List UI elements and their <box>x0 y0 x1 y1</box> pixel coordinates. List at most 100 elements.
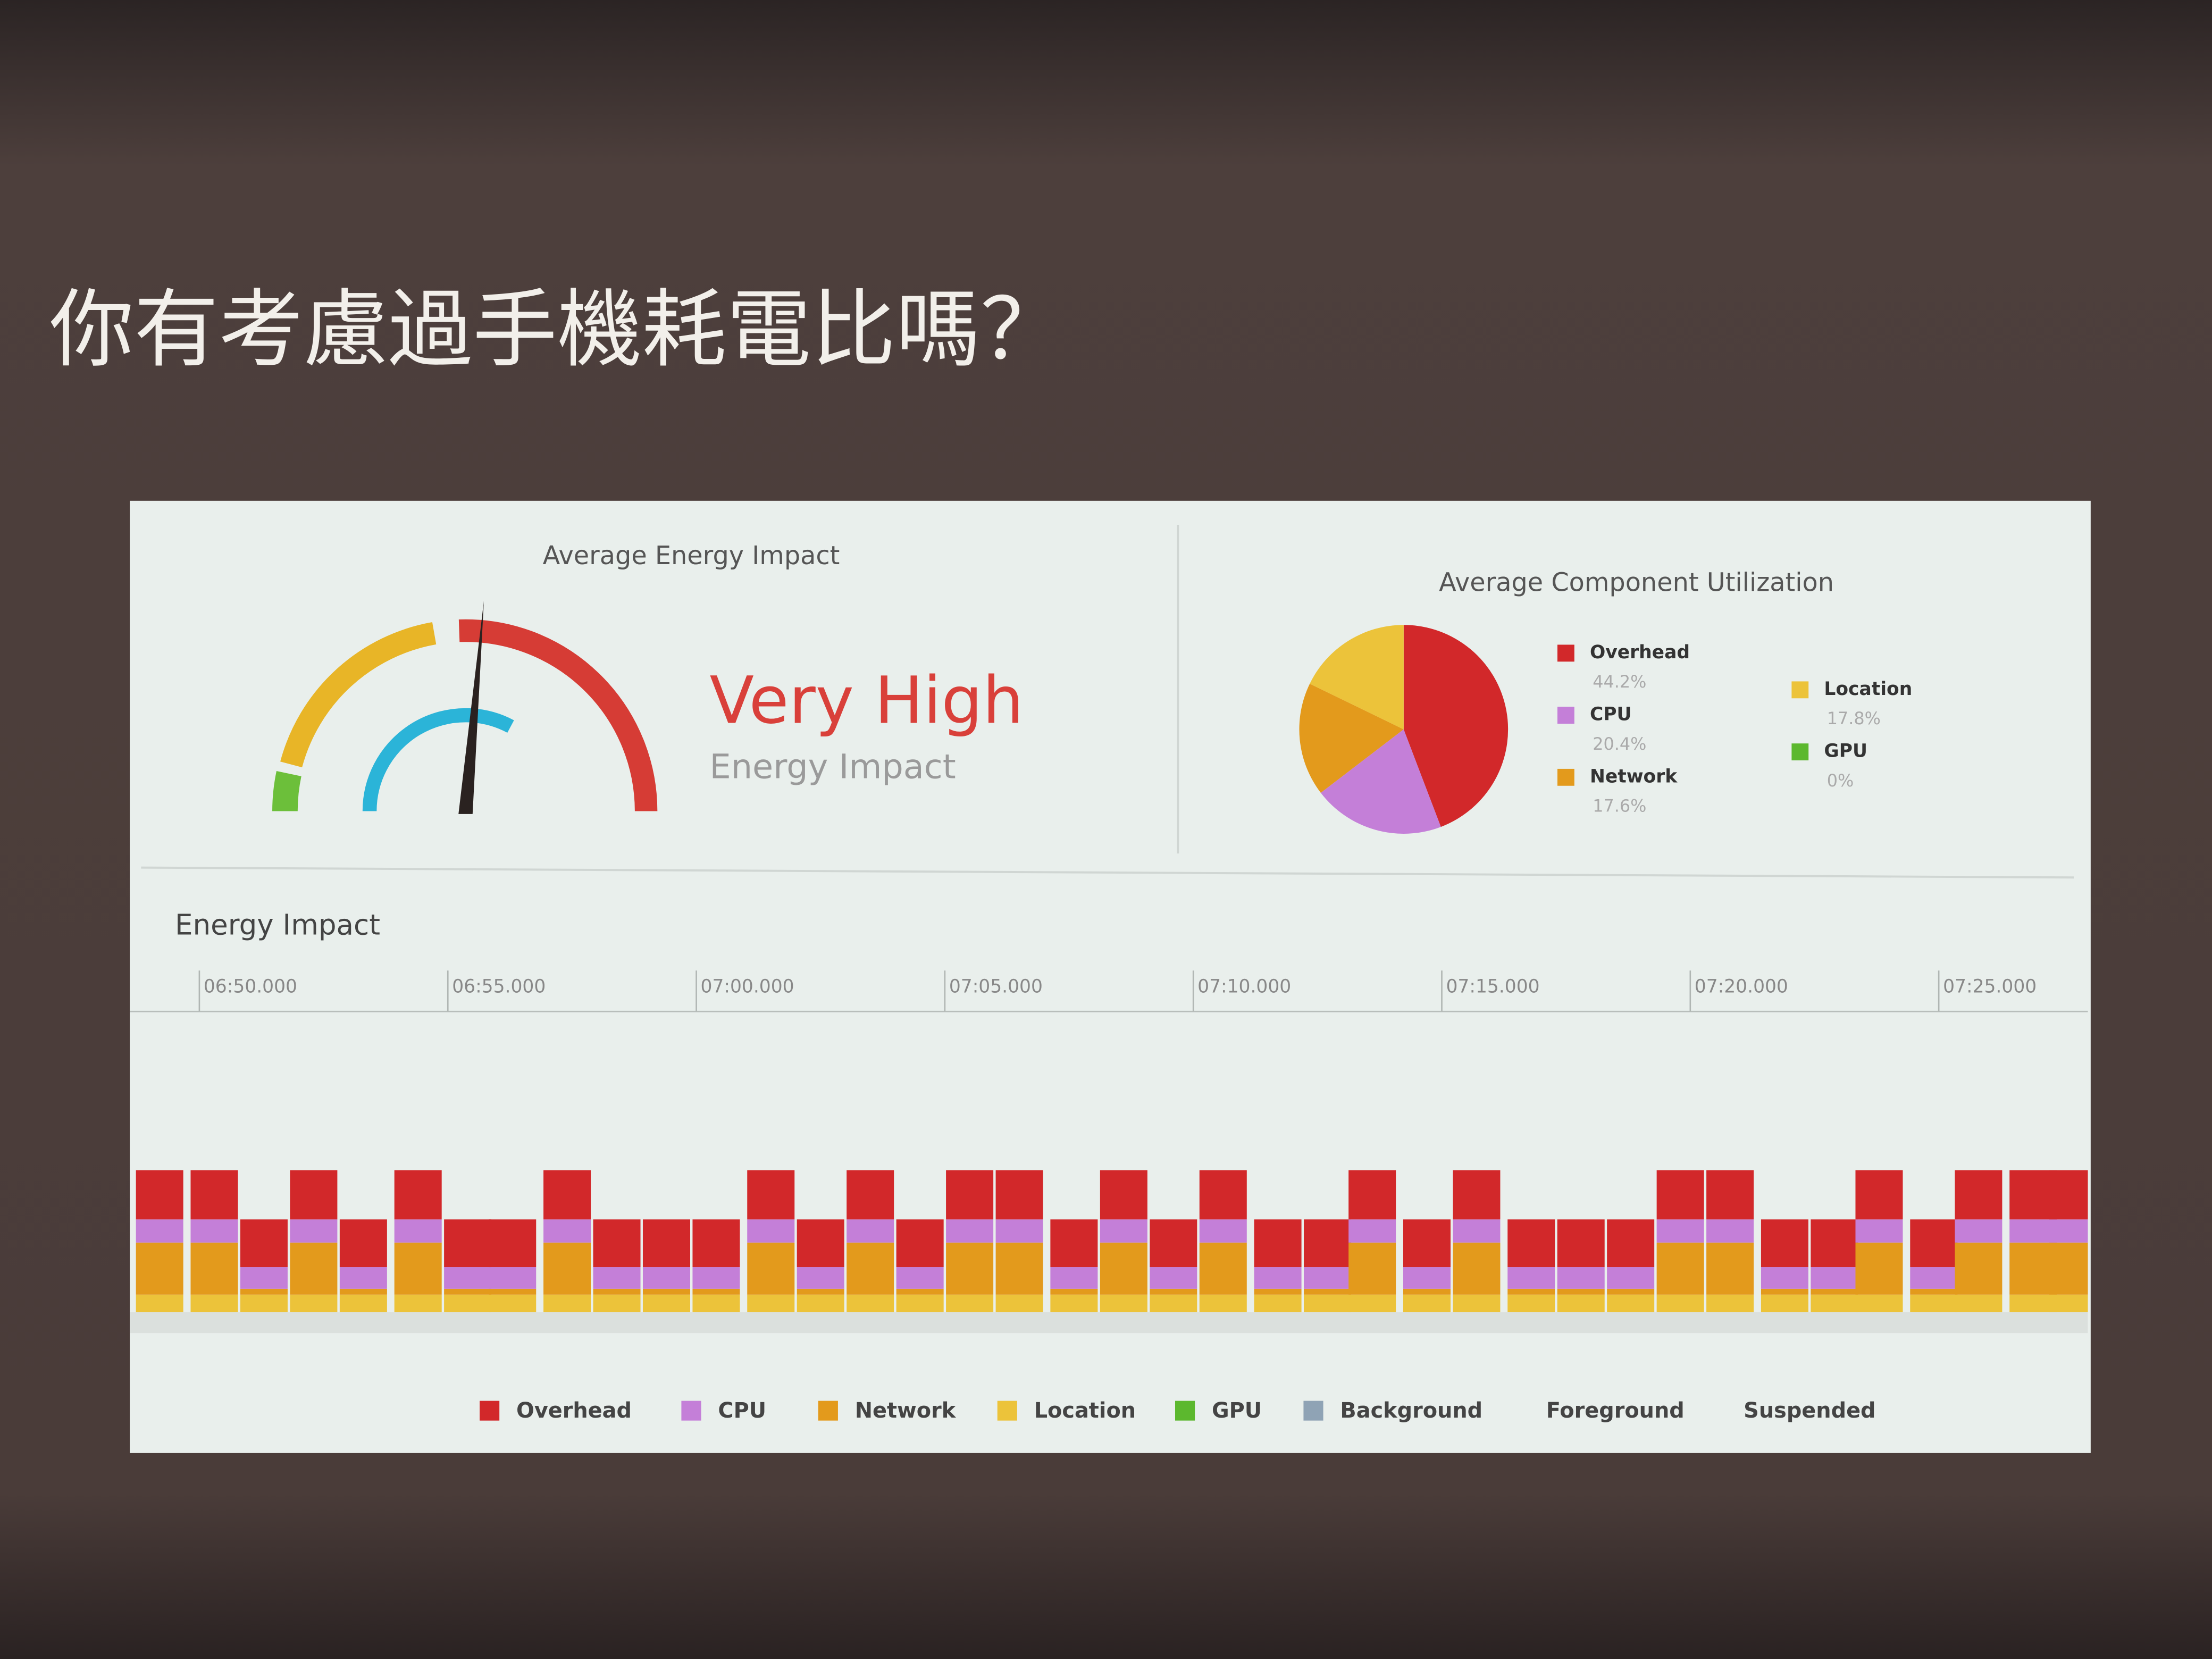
bar-segment <box>1656 1242 1704 1295</box>
bar-segment <box>1403 1267 1451 1289</box>
legend-label: Network <box>1590 766 1678 787</box>
bar-segment <box>1304 1219 1352 1268</box>
bar-segment <box>136 1219 183 1243</box>
bar-segment <box>339 1288 387 1295</box>
bar-segment <box>1254 1219 1302 1268</box>
bar-segment <box>339 1294 387 1312</box>
bar-segment <box>797 1267 844 1289</box>
bar-segment <box>339 1219 387 1268</box>
value-label: 20.4% <box>1593 734 1646 754</box>
bar-segment <box>1050 1288 1098 1295</box>
bar-segment <box>1811 1288 1858 1295</box>
value-label: 44.2% <box>1593 672 1646 692</box>
bar-segment <box>995 1170 1043 1220</box>
bar-segment <box>1607 1219 1655 1268</box>
bar-segment <box>1453 1242 1501 1295</box>
bar-segment <box>1050 1294 1098 1312</box>
legend-swatch <box>1303 1401 1323 1421</box>
bar-segment <box>847 1170 894 1220</box>
gauge-title: Average Energy Impact <box>543 541 840 571</box>
bar-segment <box>190 1170 238 1220</box>
bar-segment <box>747 1219 795 1243</box>
bar-segment <box>543 1294 591 1312</box>
bar-segment <box>1453 1170 1501 1220</box>
plot-area <box>136 1170 2088 1312</box>
bar-segment <box>1706 1219 1754 1243</box>
legend-label: Suspended <box>1744 1398 1875 1423</box>
bar-segment <box>489 1267 537 1289</box>
bar-segment <box>190 1219 238 1243</box>
bar-segment <box>1199 1242 1247 1295</box>
bar-segment <box>1910 1294 1958 1312</box>
bar-segment <box>543 1219 591 1243</box>
bar-segment <box>1453 1219 1501 1243</box>
legend-swatch <box>997 1401 1017 1421</box>
bar-segment <box>2009 1219 2057 1243</box>
bar-segment <box>1507 1267 1555 1289</box>
bar-title: Energy Impact <box>175 909 380 942</box>
bar-segment <box>1910 1267 1958 1289</box>
bar-segment <box>1199 1170 1247 1220</box>
bar-segment <box>444 1288 492 1295</box>
x-tick-label: 07:00.000 <box>701 976 794 998</box>
gauge-needle <box>458 601 484 814</box>
bar-segment <box>593 1288 641 1295</box>
bar-segment <box>394 1170 442 1220</box>
bar-segment <box>1656 1170 1704 1220</box>
bar-segment <box>1607 1294 1655 1312</box>
gauge-arc <box>280 622 437 768</box>
bar-segment <box>1403 1294 1451 1312</box>
track-floor <box>130 1312 2088 1334</box>
slide-title: 你有考慮過手機耗電比嗎？ <box>49 280 1065 379</box>
bar-segment <box>1955 1294 2002 1312</box>
bar-segment <box>642 1288 690 1295</box>
pie-title: Average Component Utilization <box>1439 568 1834 597</box>
bar-segment <box>136 1170 183 1220</box>
bar-segment <box>896 1288 944 1295</box>
bar-segment <box>1507 1294 1555 1312</box>
bar-segment <box>1607 1267 1655 1289</box>
bar-segment <box>2009 1242 2057 1295</box>
bar-segment <box>1855 1170 1903 1220</box>
bar-segment <box>692 1294 740 1312</box>
bar-segment <box>1199 1219 1247 1243</box>
bar-segment <box>797 1219 844 1268</box>
bar-segment <box>1348 1219 1396 1243</box>
bar-segment <box>190 1242 238 1295</box>
bar-segment <box>847 1219 894 1243</box>
bar-segment <box>1557 1219 1605 1268</box>
bar-segment <box>1656 1294 1704 1312</box>
bar-segment <box>1100 1294 1147 1312</box>
bar-segment <box>1254 1288 1302 1295</box>
bar-segment <box>1557 1294 1605 1312</box>
bar-segment <box>1150 1267 1197 1289</box>
bar-segment <box>642 1294 690 1312</box>
bar-segment <box>444 1294 492 1312</box>
bar-segment <box>240 1288 288 1295</box>
bar-segment <box>2049 1242 2088 1295</box>
bar-segment <box>1348 1294 1396 1312</box>
bar-segment <box>1761 1219 1808 1268</box>
bar-segment <box>2009 1170 2057 1220</box>
gauge-arc <box>272 770 301 811</box>
bar-segment <box>946 1242 994 1295</box>
bar-segment <box>136 1242 183 1295</box>
bar-segment <box>995 1219 1043 1243</box>
bar-segment <box>290 1294 338 1312</box>
pie-slice <box>1320 729 1441 834</box>
bar-segment <box>1304 1294 1352 1312</box>
bar-segment <box>1811 1219 1858 1268</box>
legend-swatch <box>1707 1401 1727 1421</box>
bar-segment <box>1304 1288 1352 1295</box>
legend-label: CPU <box>1590 704 1632 725</box>
bar-segment <box>1910 1288 1958 1295</box>
bar-segment <box>896 1219 944 1268</box>
legend-label: Location <box>1034 1398 1136 1423</box>
bar-segment <box>394 1242 442 1295</box>
legend-label: CPU <box>718 1398 766 1423</box>
bar-segment <box>946 1294 994 1312</box>
bar-segment <box>1955 1170 2002 1220</box>
bar-segment <box>1955 1242 2002 1295</box>
bar-segment <box>2009 1294 2057 1312</box>
